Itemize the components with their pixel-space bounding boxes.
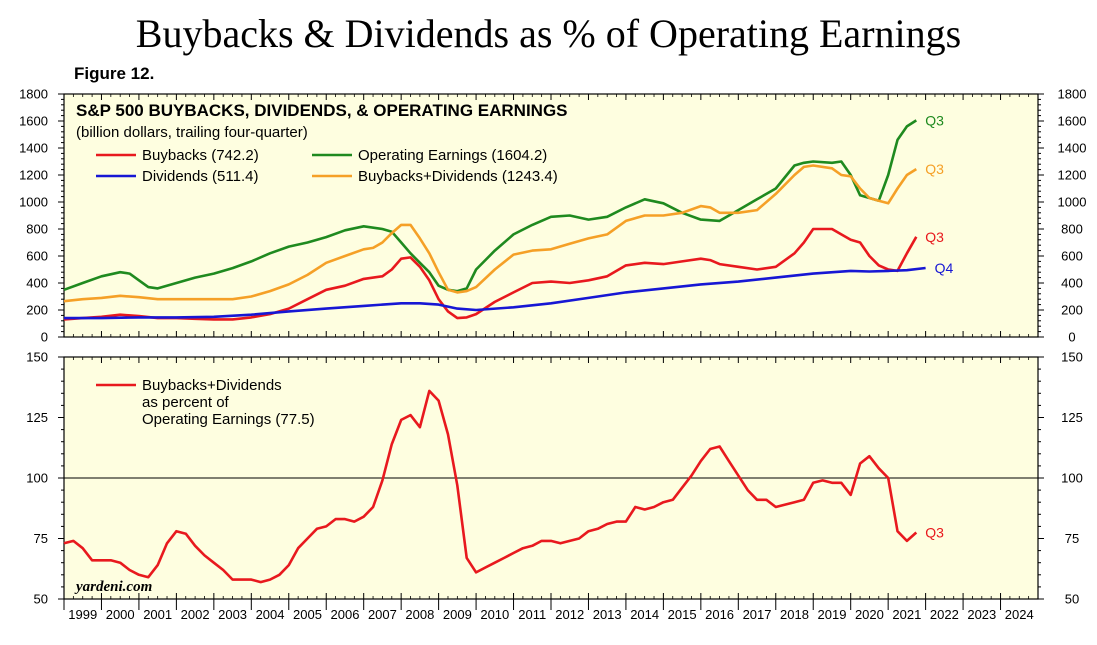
- x-tick-label: 1999: [68, 607, 97, 622]
- y-tick-label-left: 125: [26, 410, 48, 425]
- series-end-label: Q4: [935, 260, 954, 276]
- top-series: Q3 Q4 Q3 Q3: [63, 112, 954, 321]
- y-tick-label-left: 0: [41, 330, 48, 345]
- y-tick-label-left: 1200: [19, 168, 48, 183]
- legend-label: as percent of: [142, 394, 230, 411]
- x-tick-label: 2015: [668, 607, 697, 622]
- y-tick-label-right: 75: [1065, 531, 1079, 546]
- x-tick-label: 2007: [368, 607, 397, 622]
- series-line-earnings: [63, 119, 917, 293]
- legend-label: Buybacks (742.2): [142, 147, 259, 164]
- x-tick-label: 2006: [331, 607, 360, 622]
- bottom-series: Q3: [63, 389, 944, 584]
- x-tick-label: 2016: [705, 607, 734, 622]
- credit-label: yardeni.com: [74, 579, 152, 595]
- top-panel-title: S&P 500 BUYBACKS, DIVIDENDS, & OPERATING…: [76, 101, 568, 120]
- legend-label: Operating Earnings (1604.2): [358, 147, 547, 164]
- x-tick-label: 2014: [630, 607, 659, 622]
- y-tick-label-right: 1000: [1058, 195, 1087, 210]
- y-tick-label-right: 1400: [1058, 141, 1087, 156]
- x-tick-label: 2022: [930, 607, 959, 622]
- legend-label: Dividends (511.4): [142, 168, 258, 185]
- x-tick-label: 2002: [181, 607, 210, 622]
- y-tick-label-left: 150: [26, 350, 48, 365]
- y-tick-label-right: 0: [1068, 330, 1075, 345]
- x-tick-label: 2019: [818, 607, 847, 622]
- y-tick-label-left: 400: [26, 276, 48, 291]
- legend-label: Operating Earnings (77.5): [142, 411, 315, 428]
- x-tick-label: 2004: [256, 607, 285, 622]
- y-tick-label-left: 1400: [19, 141, 48, 156]
- x-tick-label: 2011: [518, 607, 546, 622]
- x-tick-label: 2012: [555, 607, 584, 622]
- x-tick-label: 2023: [967, 607, 996, 622]
- top-legend: Buybacks (742.2) Dividends (511.4) Operati…: [96, 147, 558, 185]
- series-end-label: Q3: [925, 161, 944, 177]
- y-tick-label-left: 600: [26, 249, 48, 264]
- y-tick-label-right: 1200: [1058, 168, 1087, 183]
- x-tick-label: 2020: [855, 607, 884, 622]
- series-line-buybacks: [63, 227, 918, 321]
- y-tick-label-left: 200: [26, 303, 48, 318]
- x-tick-label: 2018: [780, 607, 809, 622]
- x-tick-label: 2024: [1005, 607, 1034, 622]
- y-tick-label-right: 200: [1061, 303, 1083, 318]
- figure-label: Figure 12.: [74, 64, 155, 83]
- x-tick-label: 2003: [218, 607, 247, 622]
- y-tick-label-right: 1800: [1058, 87, 1087, 102]
- y-tick-label-left: 1800: [19, 87, 48, 102]
- top-panel-subtitle: (billion dollars, trailing four-quarter): [76, 124, 308, 141]
- x-tick-label: 2010: [480, 607, 509, 622]
- y-tick-label-left: 50: [34, 592, 48, 607]
- x-tick-label: 2013: [593, 607, 622, 622]
- y-tick-label-right: 1600: [1058, 114, 1087, 129]
- y-tick-label-left: 1000: [19, 195, 48, 210]
- x-tick-label: 2005: [293, 607, 322, 622]
- x-tick-label: 2000: [106, 607, 135, 622]
- series-line-buybacks: [63, 389, 918, 584]
- series-end-label: Q3: [925, 524, 944, 540]
- x-tick-label: 2008: [405, 607, 434, 622]
- legend-label: Buybacks+Dividends (1243.4): [358, 168, 558, 185]
- x-tick-label: 2021: [892, 607, 921, 622]
- y-tick-label-left: 100: [26, 471, 48, 486]
- y-tick-label-right: 100: [1061, 471, 1083, 486]
- y-tick-label-right: 125: [1061, 410, 1083, 425]
- y-tick-label-right: 400: [1061, 276, 1083, 291]
- series-line-dividends: [64, 266, 926, 320]
- top-axes: 0 0 200 200 400 400 600 600 800 800 1000 1000 1200 12…: [19, 87, 1086, 345]
- bottom-axes: 50 50 75 75 100 100 125 125 150 150: [26, 350, 1083, 607]
- y-tick-label-left: 75: [34, 531, 48, 546]
- y-tick-label-left: 800: [26, 222, 48, 237]
- y-tick-label-right: 800: [1061, 222, 1083, 237]
- y-tick-label-right: 150: [1061, 350, 1083, 365]
- y-tick-label-left: 1600: [19, 114, 48, 129]
- main-title: Buybacks & Dividends as % of Operating E…: [135, 11, 962, 56]
- x-tick-label: 2009: [443, 607, 472, 622]
- y-tick-label-right: 50: [1065, 592, 1079, 607]
- series-end-label: Q3: [925, 229, 944, 245]
- x-tick-label: 2017: [743, 607, 772, 622]
- y-tick-label-right: 600: [1061, 249, 1083, 264]
- legend-label: Buybacks+Dividends: [142, 377, 282, 394]
- x-axis: 1999 2000 2001 2002 2003 2004 2005 2006 2007 2008…: [63, 599, 1034, 622]
- series-end-label: Q3: [925, 112, 944, 128]
- x-tick-label: 2001: [143, 607, 172, 622]
- series-line-buybacks-dividends: [63, 164, 917, 303]
